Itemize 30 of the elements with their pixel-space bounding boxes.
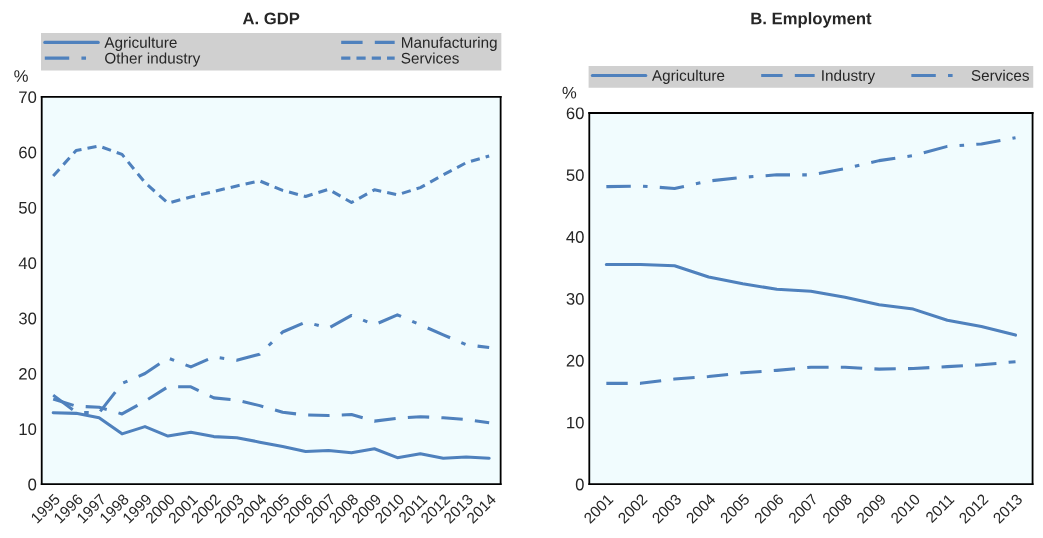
y-tick-label: 40 — [566, 231, 584, 243]
y-tick-label: 20 — [566, 354, 584, 367]
y-tick-label: 50 — [18, 201, 37, 214]
y-tick-label: 50 — [566, 169, 584, 182]
y-tick-label: 40 — [18, 257, 37, 270]
legend-label: Agriculture — [651, 69, 725, 84]
chart-title: A. GDP — [242, 12, 300, 25]
y-tick-label: 70 — [19, 91, 37, 104]
y-tick-label: 10 — [567, 416, 584, 429]
legend-label: Industry — [822, 69, 876, 84]
legend-label: Manufacturing — [402, 36, 497, 51]
legend-label: Other industry — [105, 52, 201, 67]
y-tick-label: 30 — [18, 312, 37, 325]
y-tick-label: 0 — [28, 478, 37, 491]
y-tick-label: 20 — [19, 367, 37, 380]
line-series — [604, 263, 1018, 337]
y-tick-label: 60 — [566, 107, 584, 120]
legend-label: Agriculture — [104, 36, 177, 51]
y-tick-label: 0 — [575, 478, 584, 491]
y-tick-label: 60 — [19, 146, 37, 159]
y-axis-title: % — [562, 86, 577, 99]
y-tick-label: 30 — [566, 292, 584, 305]
line-series — [604, 360, 1018, 385]
line-series — [51, 144, 491, 205]
chart-title: B. Employment — [751, 12, 872, 28]
legend-label: Services — [401, 52, 459, 64]
legend-label: Services — [971, 69, 1029, 81]
y-tick-label: 10 — [19, 423, 37, 436]
y-axis-title: % — [14, 70, 28, 82]
line-series — [604, 136, 1018, 190]
